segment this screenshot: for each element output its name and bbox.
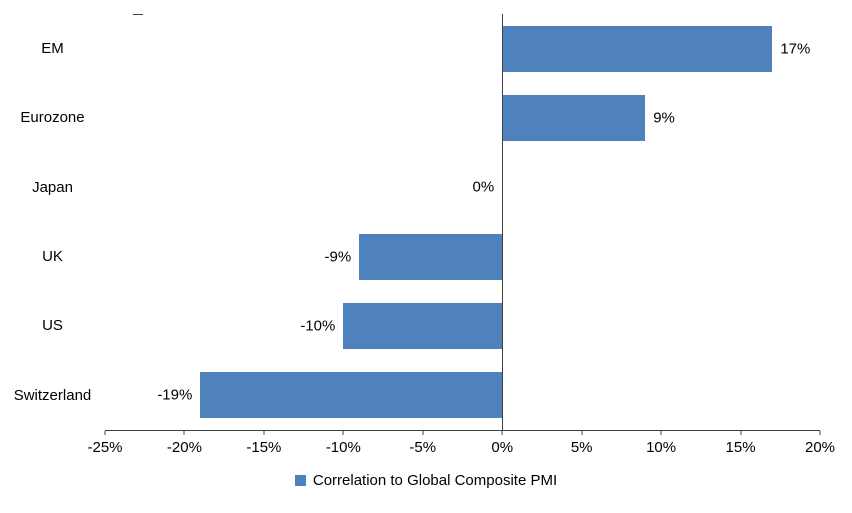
x-tick-label: 20% — [804, 439, 836, 456]
x-axis-tick — [183, 431, 185, 435]
x-tick-label: -15% — [246, 439, 282, 456]
category-label-uk: UK — [42, 248, 63, 266]
x-axis-tick — [660, 431, 662, 435]
x-tick-label: 15% — [725, 439, 756, 456]
plot-area: EM Eurozone Japan UK US Switzerland 17% 9% 0% -9… — [0, 14, 852, 430]
value-label-eurozone: 9% — [653, 109, 675, 127]
value-label-switzerland: -19% — [157, 386, 193, 404]
bands-area: 17% 9% 0% -9% -10% -19% — [105, 14, 820, 430]
category-label-eurozone: Eurozone — [20, 109, 85, 127]
zero-baseline — [502, 14, 504, 430]
x-tick-label: -10% — [325, 439, 361, 456]
category-label-switzerland: Switzerland — [13, 386, 92, 404]
category-label-japan: Japan — [32, 178, 73, 196]
chart-row-us: -10% — [105, 291, 820, 360]
x-axis-tick — [581, 431, 583, 435]
legend: Correlation to Global Composite PMI — [0, 472, 852, 489]
category-axis: EM Eurozone Japan UK US Switzerland — [0, 14, 105, 430]
x-axis-tick — [501, 431, 503, 435]
chart-row-japan: 0% — [105, 153, 820, 222]
category-label-em: EM — [41, 40, 64, 58]
chart-row-switzerland: -19% — [105, 361, 820, 430]
bar-switzerland — [200, 372, 503, 419]
bar-us — [343, 302, 503, 349]
x-tick-label: 5% — [570, 439, 593, 456]
x-tick-label: -20% — [166, 439, 202, 456]
x-axis-tick — [422, 431, 424, 435]
x-tick-label: -25% — [87, 439, 123, 456]
x-axis-tick — [819, 431, 821, 435]
x-axis-tick — [740, 431, 742, 435]
x-axis: -25% -20% -15% -10% -5% 0% 5% 10% 15% 20% — [87, 430, 835, 459]
x-axis-tick — [104, 431, 106, 435]
chart-row-eurozone: 9% — [105, 83, 820, 152]
x-tick-label: 0% — [491, 439, 514, 456]
value-label-em: 17% — [780, 40, 811, 58]
x-tick-label: -5% — [409, 439, 437, 456]
x-tick-label: 10% — [646, 439, 677, 456]
category-label-us: US — [42, 317, 63, 335]
bar-eurozone — [502, 94, 646, 141]
value-label-us: -10% — [300, 317, 336, 335]
bar-uk — [359, 233, 503, 280]
category-axis-tick — [133, 14, 143, 15]
x-axis-tick — [263, 431, 265, 435]
value-label-japan: 0% — [472, 178, 495, 196]
chart-row-em: 17% — [105, 14, 820, 83]
value-label-uk: -9% — [324, 248, 352, 266]
legend-swatch-icon — [294, 475, 306, 486]
legend-label: Correlation to Global Composite PMI — [312, 472, 558, 489]
x-axis-tick — [342, 431, 344, 435]
bar-em — [502, 25, 773, 72]
chart-row-uk: -9% — [105, 222, 820, 291]
